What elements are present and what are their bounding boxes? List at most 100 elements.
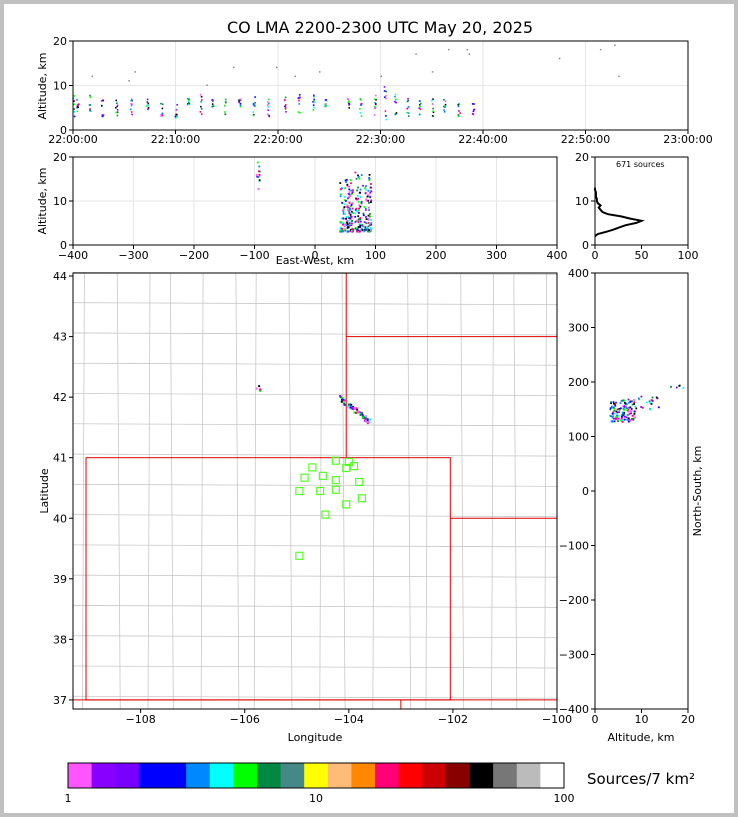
county-line: [425, 272, 429, 710]
source-point: [360, 104, 362, 107]
density-colorbar: 1 10 100: [65, 762, 575, 805]
source-point: [432, 98, 434, 100]
source-point: [350, 217, 353, 220]
source-point: [616, 408, 619, 411]
source-point: [91, 75, 93, 78]
colorbar-segment: [256, 763, 282, 788]
source-point: [622, 407, 625, 410]
source-point: [324, 105, 327, 108]
source-point: [631, 414, 634, 417]
source-point: [313, 106, 315, 109]
source-point: [383, 90, 386, 92]
source-point: [146, 98, 149, 101]
source-point: [200, 101, 203, 104]
source-point: [443, 109, 445, 111]
source-point: [368, 178, 371, 180]
source-point: [395, 98, 397, 101]
source-point: [611, 416, 614, 419]
x-tick-label: −108: [126, 713, 156, 726]
source-point: [364, 417, 367, 420]
source-point: [357, 215, 360, 218]
source-point: [258, 170, 261, 173]
source-point: [610, 405, 613, 408]
y-tick-label: 20: [575, 151, 589, 164]
source-point: [374, 98, 376, 100]
source-point: [625, 416, 628, 419]
source-point: [348, 210, 350, 213]
source-point: [349, 406, 352, 409]
colorbar-segment: [115, 763, 140, 788]
county-line: [72, 453, 558, 457]
x-tick-label: 22:30:00: [356, 133, 405, 146]
ew-panel-xlabel: East-West, km: [276, 254, 354, 267]
source-point: [613, 420, 616, 423]
source-point: [626, 414, 629, 416]
source-point: [355, 197, 357, 200]
source-point: [357, 228, 359, 230]
source-point: [211, 99, 214, 101]
source-point: [385, 118, 388, 121]
source-point: [350, 193, 353, 196]
source-point: [614, 417, 617, 420]
source-point: [407, 115, 410, 117]
source-point: [284, 96, 287, 99]
source-point: [619, 419, 622, 422]
time-height-panel: 22:00:00 22:10:00 22:20:00 22:30:00 22:40:00…: [48, 35, 712, 146]
colorbar-segment: [186, 763, 211, 788]
source-point: [616, 411, 619, 414]
ew-panel-ylabel: Altitude, km: [36, 167, 49, 234]
source-point: [394, 95, 396, 98]
source-point: [356, 194, 359, 197]
source-point: [160, 102, 162, 105]
source-point: [188, 99, 190, 102]
source-point: [358, 230, 361, 233]
source-point: [468, 53, 471, 55]
source-point: [239, 104, 242, 107]
source-point: [224, 113, 226, 115]
source-point: [367, 189, 370, 192]
source-point: [350, 403, 353, 406]
source-point: [623, 408, 625, 411]
source-point: [365, 198, 368, 201]
county-line: [72, 302, 558, 306]
colorbar-segment: [162, 763, 187, 788]
source-point: [367, 218, 370, 221]
source-point: [432, 107, 434, 110]
source-point: [633, 403, 635, 405]
source-point: [116, 105, 119, 108]
source-point: [360, 103, 363, 105]
source-point: [380, 75, 382, 78]
source-point: [359, 218, 362, 221]
source-point: [621, 412, 624, 415]
source-point: [356, 408, 359, 411]
source-point: [619, 402, 622, 404]
source-point: [649, 402, 652, 404]
source-point: [369, 418, 372, 421]
source-point: [224, 111, 226, 113]
source-point: [350, 215, 353, 218]
source-point: [370, 230, 373, 232]
source-point: [211, 103, 214, 105]
source-point: [73, 95, 75, 97]
source-point: [76, 104, 79, 107]
source-point: [609, 414, 611, 417]
x-tick-label: −100: [542, 713, 572, 726]
county-line: [319, 272, 323, 710]
source-point: [342, 212, 345, 215]
source-point: [648, 400, 651, 403]
source-point: [621, 419, 624, 422]
source-point: [638, 398, 641, 401]
source-point: [351, 222, 353, 225]
source-point: [239, 105, 242, 108]
source-point: [348, 201, 351, 204]
source-point: [342, 222, 345, 225]
source-point: [340, 227, 343, 230]
source-point: [174, 116, 177, 119]
source-point: [612, 401, 615, 404]
source-point: [358, 207, 361, 210]
source-point: [147, 102, 150, 105]
source-point: [384, 96, 386, 98]
source-point: [609, 408, 612, 411]
source-point: [343, 206, 346, 209]
